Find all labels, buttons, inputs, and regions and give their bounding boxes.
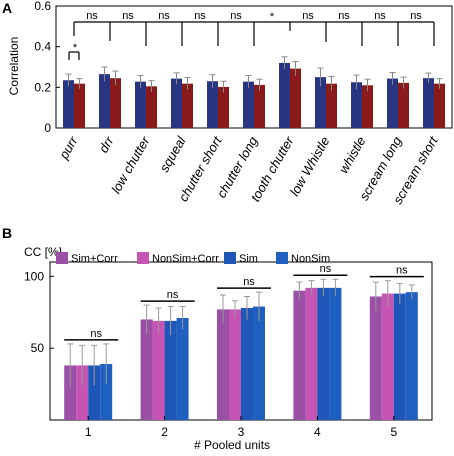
significance-mark: ns [338, 10, 350, 22]
legend-swatch [56, 252, 68, 264]
bar [140, 319, 153, 420]
y-tick-label: 50 [31, 341, 45, 355]
bar [329, 287, 342, 420]
significance-mark: * [270, 11, 275, 23]
legend-label: NonSim+Corr [152, 253, 219, 265]
bar [434, 83, 445, 128]
bar [362, 85, 373, 128]
legend-label: Sim+Corr [71, 253, 118, 265]
panel-a-y-axis-label: Correlation [7, 37, 21, 96]
significance-mark: ns [243, 276, 255, 288]
bar [387, 78, 398, 128]
x-tick-label: 2 [161, 425, 168, 439]
bar [381, 293, 394, 420]
bar [171, 78, 182, 128]
bar [110, 78, 121, 128]
panel-b-x-axis-label: # Pooled units [194, 438, 270, 452]
bar [152, 320, 165, 420]
panel-a-letter: A [2, 0, 12, 16]
y-tick-label: 0 [44, 121, 51, 135]
category-label: purr [56, 133, 81, 162]
bar [164, 320, 177, 420]
y-tick-label: 0.2 [34, 80, 51, 94]
significance-mark: ns [194, 10, 206, 22]
bar [290, 68, 301, 128]
bar [64, 365, 77, 420]
bar [176, 318, 189, 420]
bar [398, 82, 409, 128]
category-label: squeal [156, 133, 189, 175]
bar [135, 81, 146, 128]
bar [217, 309, 229, 420]
bar [229, 309, 241, 420]
legend-swatch [224, 252, 236, 264]
bar [100, 363, 113, 420]
significance-mark: ns [396, 265, 408, 277]
bar [423, 78, 434, 128]
bar [74, 83, 85, 128]
bar [315, 77, 326, 128]
bar [253, 306, 265, 420]
bar [207, 81, 218, 128]
bar [279, 62, 290, 128]
x-tick-label: 4 [314, 425, 321, 439]
category-label: whistle [336, 134, 369, 176]
significance-mark: * [73, 42, 78, 54]
panel-b-y-axis-label: CC [%] [24, 245, 62, 259]
bar [254, 84, 265, 128]
significance-mark: ns [320, 263, 332, 275]
bar [351, 82, 362, 128]
bar [369, 296, 382, 420]
bar [393, 293, 406, 420]
significance-mark: ns [90, 328, 102, 340]
significance-mark: ns [302, 10, 314, 22]
bar [146, 86, 157, 128]
x-tick-label: 3 [238, 425, 245, 439]
bar [182, 83, 193, 128]
legend-swatch [137, 252, 149, 264]
panel-b-chart: Sim+Corr NonSim+Corr Sim NonSim 50 100 ns 1 ns 2 n… [24, 252, 433, 439]
significance-mark: ns [158, 10, 170, 22]
y-tick-label: 0.6 [34, 0, 51, 13]
bar [241, 307, 253, 420]
bar [305, 287, 318, 420]
x-tick-label: 5 [390, 425, 397, 439]
legend-swatch [276, 252, 288, 264]
legend-label: NonSim [291, 253, 330, 265]
y-tick-label: 100 [24, 269, 44, 283]
significance-mark: ns [410, 10, 422, 22]
y-tick-label: 0.4 [34, 40, 51, 54]
bar [218, 86, 229, 128]
bar [76, 365, 89, 420]
bar [405, 292, 418, 420]
bar [243, 81, 254, 128]
bar [317, 287, 330, 420]
significance-mark: ns [122, 10, 134, 22]
significance-mark: ns [230, 10, 242, 22]
x-tick-label: 1 [85, 425, 92, 439]
significance-mark: ns [167, 289, 179, 301]
significance-mark: ns [86, 10, 98, 22]
bar [99, 74, 110, 128]
bar [326, 83, 337, 128]
significance-mark: ns [374, 10, 386, 22]
panel-b-letter: B [2, 225, 12, 241]
bar [63, 80, 74, 128]
category-label: drr [96, 133, 117, 155]
bar [88, 365, 101, 420]
bar [293, 290, 306, 420]
legend-label: Sim [239, 253, 258, 265]
